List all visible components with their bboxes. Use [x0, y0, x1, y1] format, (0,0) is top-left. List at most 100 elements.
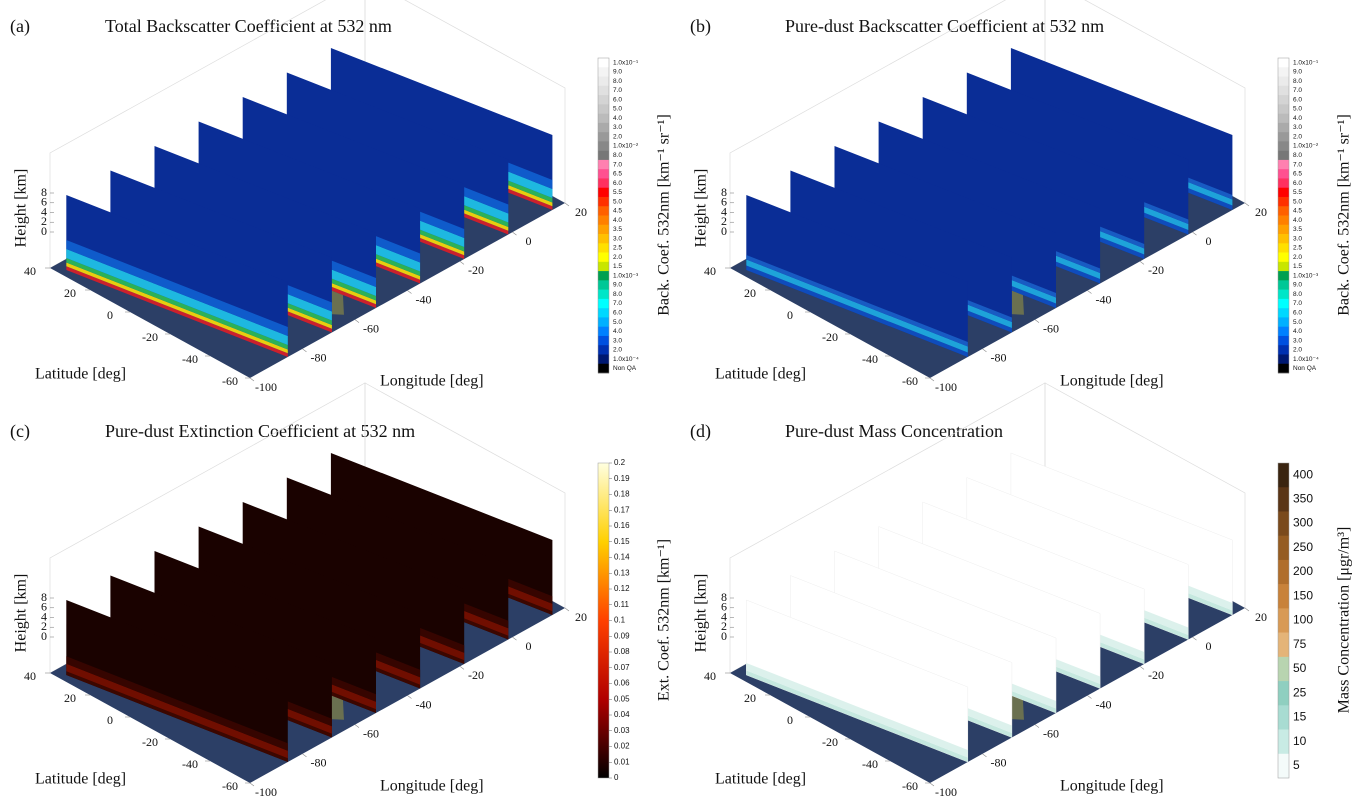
x-tick-label: 40	[24, 669, 36, 683]
tick-mark	[1034, 319, 1040, 323]
colorbar-label: 4.0	[613, 115, 622, 122]
colorbar-label: 1.0x10⁻¹	[1293, 59, 1319, 66]
colorbar-segment	[598, 187, 609, 198]
colorbar-label: 0.07	[614, 663, 630, 672]
colorbar-segment	[598, 261, 609, 272]
x-tick-label: 0	[107, 308, 113, 322]
y-tick-label: 20	[1255, 610, 1267, 624]
z-tick-label: 6	[41, 600, 47, 614]
y-tick-label: -60	[1043, 321, 1059, 335]
x-tick-label: -20	[142, 330, 158, 344]
colorbar-segment	[1278, 511, 1289, 536]
colorbar-label: 0.13	[614, 568, 630, 577]
curtain-band	[66, 663, 288, 759]
colorbar-label: 6.0	[613, 180, 622, 187]
colorbar-segment	[1278, 608, 1289, 633]
y-tick-label: 0	[526, 639, 532, 653]
tick-mark	[1139, 666, 1145, 670]
tick-mark	[354, 319, 360, 323]
colorbar-segment	[1278, 729, 1289, 755]
colorbar-label: 6.0	[1293, 96, 1302, 103]
colorbar-label: 7.0	[613, 87, 622, 94]
colorbar-label: 3.5	[613, 226, 622, 233]
y-axis-label: Longitude [deg]	[1060, 373, 1164, 390]
colorbar-label: 3.0	[1293, 124, 1302, 131]
tick-mark	[929, 782, 935, 787]
z-tick-label: 2	[41, 214, 47, 228]
panel-title: Total Backscatter Coefficient at 532 nm	[105, 16, 392, 36]
colorbar-segment	[1278, 335, 1289, 346]
x-tick-label: -60	[902, 779, 918, 793]
tick-mark	[982, 753, 987, 758]
colorbar-title: Back. Coef. 532nm [km⁻¹ sr⁻¹]	[1336, 114, 1353, 316]
tick-mark	[1087, 290, 1092, 294]
y-tick-label: -60	[363, 321, 379, 335]
colorbar-label: 3.5	[1293, 226, 1302, 233]
colorbar-segment	[598, 58, 609, 68]
colorbar-label: 3.0	[1293, 235, 1302, 242]
tick-mark	[354, 724, 360, 728]
colorbar-label: 400	[1293, 467, 1313, 481]
colorbar-label: 0.02	[614, 742, 630, 751]
colorbar-segment	[1278, 178, 1289, 189]
colorbar-segment	[598, 196, 609, 207]
colorbar-segment	[598, 122, 609, 133]
colorbar-segment	[1278, 326, 1289, 337]
y-tick-label: -80	[311, 351, 327, 365]
y-tick-label: -100	[935, 785, 957, 799]
tick-mark	[249, 377, 255, 382]
curtain-band	[66, 262, 288, 354]
colorbar-label: 0.01	[614, 757, 630, 766]
colorbar-label: 7.0	[1293, 300, 1302, 307]
colorbar-label: 5.0	[613, 198, 622, 205]
y-tick-label: 20	[1255, 205, 1267, 219]
colorbar-label: 25	[1293, 685, 1307, 699]
colorbar-title: Ext. Coef. 532nm [km⁻¹]	[656, 539, 673, 701]
tick-mark	[1192, 231, 1197, 236]
curtain-band	[66, 656, 288, 751]
colorbar-label: 0.11	[614, 600, 630, 609]
colorbar-segment	[1278, 317, 1289, 327]
colorbar-segment	[598, 271, 609, 281]
colorbar-label: 10	[1293, 734, 1307, 748]
colorbar-segment	[1278, 298, 1289, 309]
colorbar-label: 9.0	[613, 69, 622, 76]
y-tick-label: -100	[935, 380, 957, 394]
colorbar-segment	[1278, 363, 1289, 374]
colorbar-label: 2.0	[1293, 347, 1302, 354]
x-tick-label: -60	[222, 374, 238, 388]
tick-mark	[929, 377, 935, 382]
colorbar-segment	[1278, 141, 1289, 151]
colorbar-label: 1.0x10⁻³	[613, 272, 639, 279]
colorbar-label: 3.0	[613, 124, 622, 131]
x-axis-label: Latitude [deg]	[35, 366, 126, 383]
colorbar-segment	[598, 132, 609, 142]
curtain-band	[66, 266, 288, 357]
y-tick-label: -20	[1148, 668, 1164, 682]
colorbar-label: 6.5	[1293, 171, 1302, 178]
tick-mark	[512, 636, 517, 641]
z-tick-label: 8	[721, 590, 727, 604]
x-tick-label: -40	[862, 352, 878, 366]
colorbar-segment	[1278, 656, 1289, 682]
colorbar-segment	[598, 354, 609, 365]
panel: (a) Total Backscatter Coefficient at 532 …	[10, 0, 673, 394]
tick-mark	[459, 261, 465, 265]
z-tick-label: 8	[721, 185, 727, 199]
colorbar-label: Non QA	[1293, 365, 1317, 372]
colorbar	[597, 462, 610, 779]
colorbar-segment	[1278, 113, 1289, 124]
colorbar-segment	[598, 317, 609, 327]
tick-mark	[249, 782, 255, 787]
panel: (c) Pure-dust Extinction Coefficient at 5…	[10, 382, 673, 799]
colorbar-label: 8.0	[613, 78, 622, 85]
tick-mark	[302, 348, 307, 353]
colorbar-segment	[598, 252, 609, 263]
tick-mark	[302, 753, 307, 758]
colorbar-segment	[1278, 487, 1289, 512]
colorbar-segment	[1278, 345, 1289, 355]
colorbar-label: 0.17	[614, 505, 630, 514]
colorbar-label: 4.0	[1293, 115, 1302, 122]
tick-mark	[982, 348, 987, 353]
y-tick-label: 20	[575, 205, 587, 219]
